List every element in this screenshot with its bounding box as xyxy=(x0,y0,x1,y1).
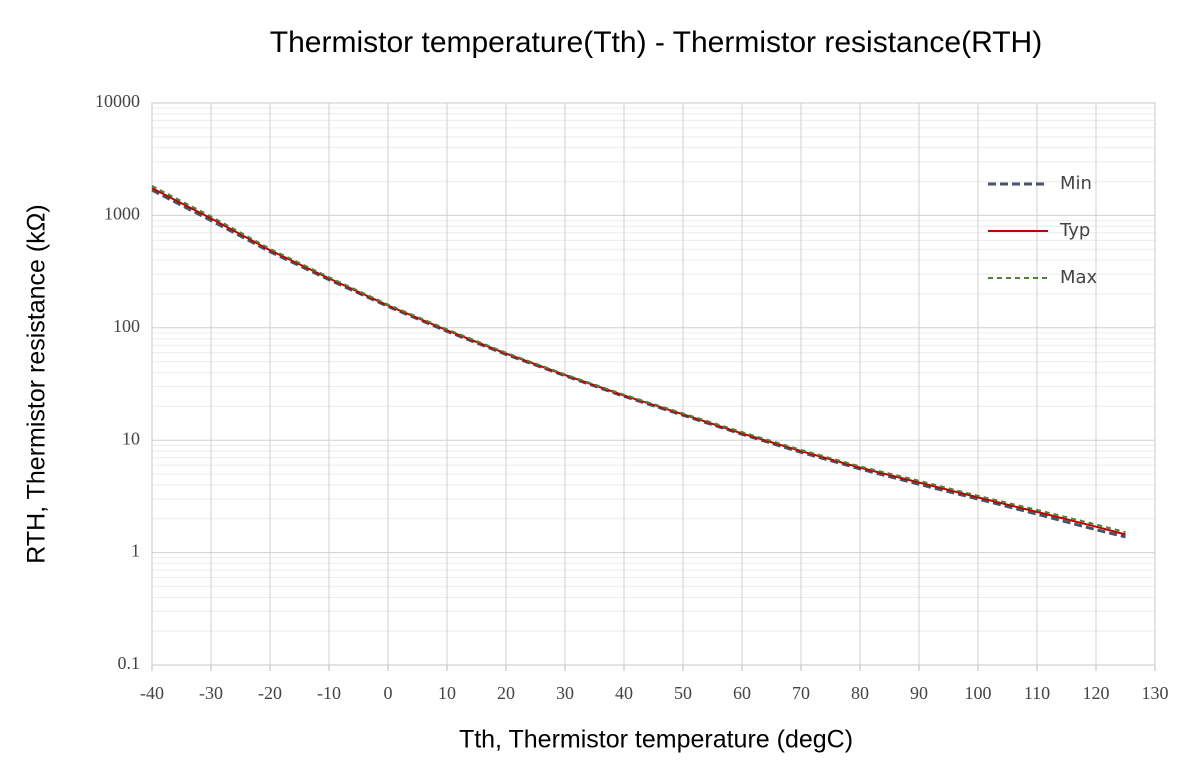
y-tick-label: 100 xyxy=(113,316,140,336)
x-tick-label: 90 xyxy=(910,683,928,703)
x-tick-label: 100 xyxy=(965,683,992,703)
x-tick-label: 50 xyxy=(674,683,692,703)
x-tick-label: 40 xyxy=(615,683,633,703)
x-axis-label: Tth, Thermistor temperature (degC) xyxy=(459,726,853,754)
x-tick-label: 60 xyxy=(733,683,751,703)
x-tick-label: 10 xyxy=(438,683,456,703)
y-tick-label: 0.1 xyxy=(118,653,141,673)
legend-label: Min xyxy=(1060,173,1092,194)
x-tick-label: 120 xyxy=(1083,683,1110,703)
x-tick-label: -20 xyxy=(258,683,282,703)
x-tick-label: 80 xyxy=(851,683,869,703)
x-tick-label: -40 xyxy=(140,683,164,703)
y-tick-label: 10 xyxy=(122,428,140,448)
y-tick-label: 1000 xyxy=(104,204,140,224)
y-tick-label: 10000 xyxy=(95,91,140,111)
y-axis-label: RTH, Thermistor resistance (kΩ) xyxy=(23,204,51,564)
series-line xyxy=(151,185,1126,534)
x-tick-label: 130 xyxy=(1142,683,1169,703)
series-line xyxy=(151,187,1126,536)
x-tick-label: -30 xyxy=(199,683,223,703)
x-tick-label: 70 xyxy=(792,683,810,703)
x-tick-label: 20 xyxy=(497,683,515,703)
x-tick-label: 110 xyxy=(1024,683,1050,703)
chart-title: Thermistor temperature(Tth) - Thermistor… xyxy=(270,26,1042,59)
x-tick-label: 0 xyxy=(384,683,393,703)
legend-label: Typ xyxy=(1059,220,1090,241)
x-tick-label: -10 xyxy=(317,683,341,703)
x-tick-label: 30 xyxy=(556,683,574,703)
legend-label: Max xyxy=(1060,267,1098,288)
y-tick-label: 1 xyxy=(131,541,140,561)
plot-frame xyxy=(151,102,1156,666)
